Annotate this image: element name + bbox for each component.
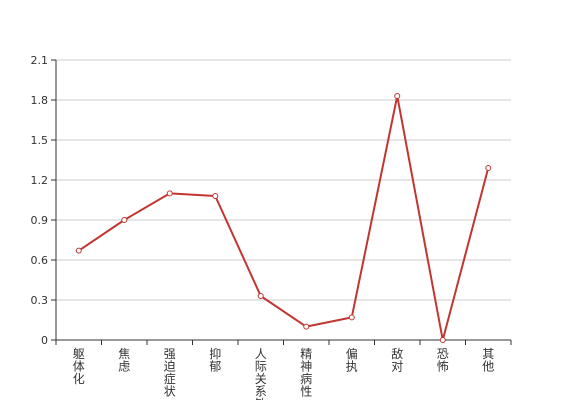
x-tick-label: 恐怖 bbox=[437, 347, 449, 374]
data-point bbox=[439, 337, 446, 343]
y-tick-label: 1.5 bbox=[31, 134, 49, 147]
x-tick-label: 躯体化 bbox=[73, 346, 85, 386]
y-tick-label: 0.6 bbox=[31, 254, 49, 267]
y-tick-label: 0.3 bbox=[31, 294, 49, 307]
data-point bbox=[303, 323, 310, 330]
grid-lines bbox=[56, 59, 511, 301]
x-tick-label: 抑郁 bbox=[209, 346, 221, 374]
x-tick-label: 其他 bbox=[482, 347, 494, 374]
x-tick-label: 人际关系敏感 bbox=[255, 347, 267, 400]
data-point bbox=[485, 165, 492, 171]
y-tick-label: 1.8 bbox=[31, 94, 49, 107]
axes bbox=[51, 59, 512, 345]
series-line bbox=[78, 95, 490, 341]
series-layer bbox=[75, 93, 492, 343]
data-point bbox=[166, 190, 173, 197]
y-tick-label: 2.1 bbox=[31, 54, 49, 67]
y-tick-label: 0 bbox=[41, 334, 48, 347]
data-point bbox=[394, 93, 401, 99]
x-tick-label: 精神病性 bbox=[300, 347, 312, 399]
y-tick-label: 1.2 bbox=[31, 174, 49, 187]
x-tick-label: 焦虑 bbox=[118, 347, 130, 374]
data-point bbox=[75, 247, 82, 254]
x-tick-label: 强迫症状 bbox=[164, 347, 176, 399]
x-tick-label: 敌对 bbox=[391, 346, 403, 374]
y-tick-labels: 0 0.3 0.6 0.9 1.2 1.5 1.8 2.1 bbox=[31, 54, 49, 347]
x-tick-labels: 躯体化 焦虑 强迫症状 抑郁 人际关系敏感 精神病性 偏执 敌对 恐怖 其他 bbox=[73, 346, 495, 404]
y-tick-label: 0.9 bbox=[31, 214, 49, 227]
data-point bbox=[348, 314, 355, 321]
x-tick-label: 偏执 bbox=[346, 346, 358, 374]
data-point bbox=[212, 193, 219, 199]
data-point bbox=[257, 293, 264, 299]
data-point bbox=[121, 217, 128, 223]
